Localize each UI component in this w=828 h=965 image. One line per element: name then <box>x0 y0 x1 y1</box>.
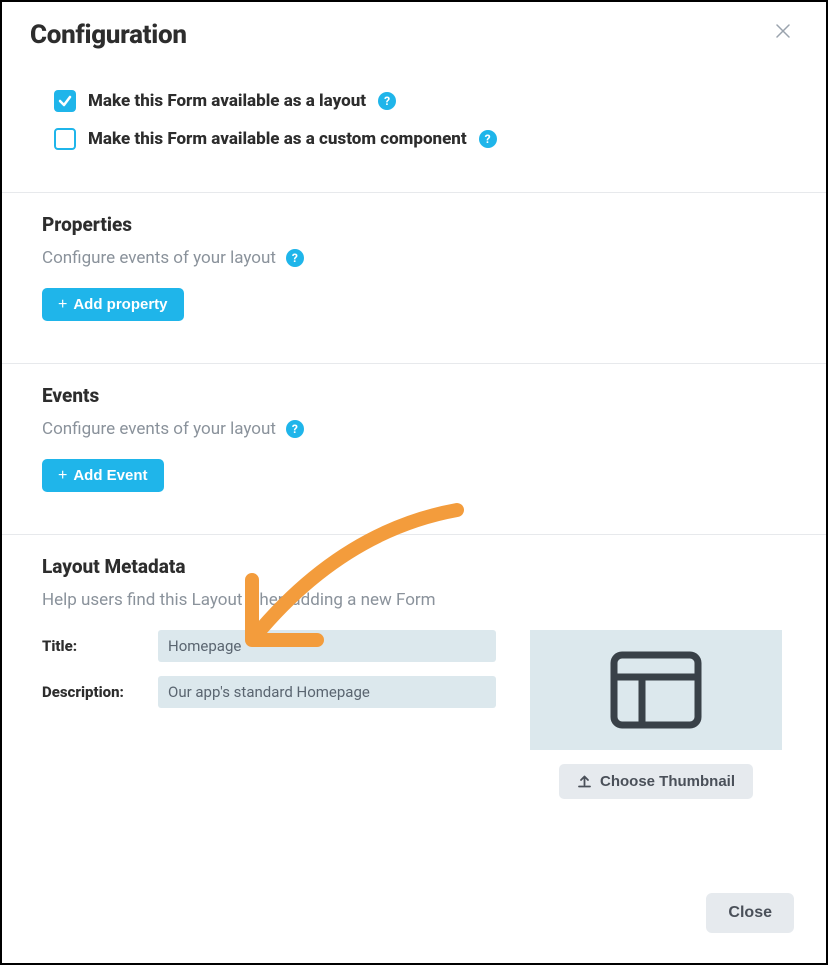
checkbox-layout[interactable] <box>54 90 76 112</box>
choose-thumbnail-button[interactable]: Choose Thumbnail <box>559 764 753 799</box>
modal-body: Make this Form available as a layout ? M… <box>2 60 826 893</box>
title-field-label: Title: <box>42 637 158 655</box>
modal-header: Configuration <box>2 2 826 60</box>
checkbox-component-label: Make this Form available as a custom com… <box>88 129 467 149</box>
metadata-subtitle-row: Help users find this Layout when adding … <box>42 590 786 610</box>
events-subtitle: Configure events of your layout <box>42 419 276 439</box>
help-icon[interactable]: ? <box>286 420 304 438</box>
properties-section: Properties Configure events of your layo… <box>2 174 826 345</box>
availability-section: Make this Form available as a layout ? M… <box>2 60 826 174</box>
add-event-label: Add Event <box>73 467 147 484</box>
metadata-fields-row: Title: Description: <box>42 630 786 799</box>
description-input[interactable] <box>158 676 496 708</box>
help-icon[interactable]: ? <box>286 249 304 267</box>
modal-footer: Close <box>2 893 826 963</box>
metadata-fields: Title: Description: <box>42 630 496 799</box>
close-button[interactable]: Close <box>706 893 794 933</box>
close-button-label: Close <box>728 904 772 921</box>
layout-icon <box>610 651 702 729</box>
help-icon[interactable]: ? <box>378 92 396 110</box>
events-subtitle-row: Configure events of your layout ? <box>42 419 786 439</box>
description-field-row: Description: <box>42 676 496 708</box>
metadata-subtitle: Help users find this Layout when adding … <box>42 590 436 610</box>
plus-icon: + <box>58 297 67 313</box>
checkbox-row-component: Make this Form available as a custom com… <box>54 128 786 150</box>
plus-icon: + <box>58 468 67 484</box>
help-icon[interactable]: ? <box>479 130 497 148</box>
thumbnail-column: Choose Thumbnail <box>526 630 786 799</box>
checkbox-row-layout: Make this Form available as a layout ? <box>54 90 786 112</box>
title-field-row: Title: <box>42 630 496 662</box>
upload-icon <box>577 774 592 789</box>
close-icon[interactable] <box>768 20 798 46</box>
events-title: Events <box>42 384 786 407</box>
add-property-button[interactable]: + Add property <box>42 288 184 321</box>
layout-metadata-section: Layout Metadata Help users find this Lay… <box>2 516 826 823</box>
properties-subtitle: Configure events of your layout <box>42 248 276 268</box>
checkbox-component[interactable] <box>54 128 76 150</box>
add-property-label: Add property <box>73 296 167 313</box>
events-section: Events Configure events of your layout ?… <box>2 345 826 516</box>
properties-title: Properties <box>42 213 786 236</box>
checkbox-layout-label: Make this Form available as a layout <box>88 91 366 111</box>
metadata-title: Layout Metadata <box>42 555 786 578</box>
configuration-modal: Configuration Make this Form available a… <box>2 2 826 963</box>
modal-title: Configuration <box>30 20 187 50</box>
thumbnail-preview <box>530 630 782 750</box>
description-field-label: Description: <box>42 683 158 701</box>
add-event-button[interactable]: + Add Event <box>42 459 164 492</box>
properties-subtitle-row: Configure events of your layout ? <box>42 248 786 268</box>
title-input[interactable] <box>158 630 496 662</box>
choose-thumbnail-label: Choose Thumbnail <box>600 773 735 790</box>
